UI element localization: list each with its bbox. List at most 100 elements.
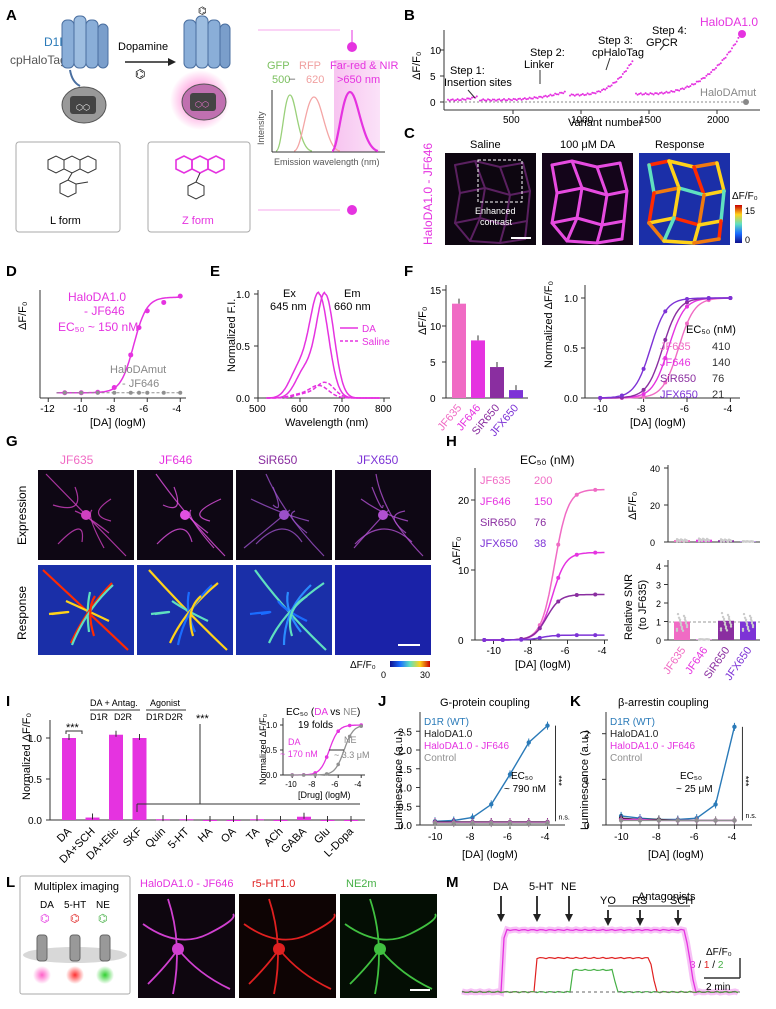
e-legend-da: DA [362,324,376,335]
h-bar2-point [719,629,723,632]
b-step-label: Step 3: [598,35,633,47]
h-bar2-point [742,612,746,616]
variant-point [663,91,666,94]
variant-point [541,96,544,99]
h-bar2-point [675,629,679,632]
panel-letter-f: F [404,263,413,280]
m-event-label: YO [600,895,616,907]
h-bar2-point [727,617,731,621]
variant-point [455,99,457,102]
f-norm-point [728,296,733,301]
variant-point [581,92,584,95]
g-response-neurite [189,595,202,637]
step-labels: Step 1:Insertion sites Step 2:Linker Step … [444,25,687,99]
cell-membrane [575,216,604,227]
c-title-saline: Saline [470,139,501,151]
variant-point [533,96,536,99]
i-sub-d2r-2: D2R [165,712,184,722]
variant-point [519,97,521,100]
inset-ne-curve-point [290,773,295,777]
variant-point [469,98,472,101]
variant-point [695,80,698,83]
lum-ytick-label: 2 [584,730,590,741]
panel-letter-m: M [446,874,459,891]
b-step-pointer [605,57,611,71]
h-bar2-point [675,627,679,631]
cell-membrane [550,216,579,225]
panel-letter-i: I [6,693,10,710]
panel-letter-c: C [404,125,415,142]
inset-ne-label-2: ~ 3.3 μM [334,750,369,760]
f-norm-point [641,394,646,399]
g-title: JFX650 [357,453,399,467]
variant-point [586,92,589,95]
g-neurite [255,528,303,545]
variant-point [479,99,481,102]
m-event-label: 5-HT [529,881,554,893]
d-xlabel: [DA] (logM) [90,417,146,429]
e-ytick-label: 0.0 [236,394,250,405]
g-neurite [371,486,384,509]
inset-ne-label-1: NE [344,735,357,745]
h-bar2-point [750,620,754,623]
f-legend-dye: SiR650 [660,373,696,385]
h-legend-ec50: 76 [534,517,546,529]
variant-point [615,80,618,83]
variant-point [628,64,631,67]
variant-point [490,99,493,102]
h-bar1-point [699,538,703,542]
inset-ne-curve-point [347,734,352,739]
variant-point [583,94,586,97]
f2-ytick-label: 0.0 [564,394,578,405]
h-legend-dye: SiR650 [480,517,516,529]
lum-ytick-label: 1 [584,775,590,786]
g-response-neurite [288,595,308,637]
m-event-arrow-head [497,914,505,922]
h-bar2-point [728,619,732,622]
d-xtick-label: -8 [106,404,115,415]
variant-point [665,90,668,93]
h-dose-response: -10 -8 -6 -4 0 10 20 [458,487,607,657]
variant-point [578,94,581,97]
f-bar-ylabel: ΔF/F₀ [417,307,429,335]
variant-point [692,83,695,86]
variant-point [517,97,520,100]
l-ligand-5ht: 5-HT [64,900,86,911]
g-response-image [335,565,431,655]
d-ylabel: ΔF/F₀ [17,302,29,330]
d-mut-point [145,390,150,395]
b-step-label: GPCR [646,37,678,49]
panel-i: I Normalized ΔF/F₀ 0.00.51.0DADA+SCHDA+E… [6,693,369,866]
l-title-halo: HaloDA1.0 - JF646 [140,878,234,890]
nir-label: Far-red & NIR [330,60,399,72]
enhanced-label-1: Enhanced [475,206,516,216]
variant-point [676,89,679,92]
cell-membrane [595,161,622,169]
variant-point [657,93,660,96]
variant-point [721,59,724,62]
g-colorbar [390,661,430,667]
variant-point [447,98,449,101]
inset-da-curve-point [324,755,329,759]
l-neurite [344,913,437,941]
g-response-neurite [86,591,92,633]
h-bar2-point [724,627,728,630]
i-ytick-label: 1.0 [28,734,42,745]
h-xtick-label: -8 [524,646,533,657]
cell-membrane [600,193,609,227]
h-point [574,593,579,598]
f2-xtick-label: -8 [637,404,646,415]
variant-point [572,93,575,96]
h-bar2-point [743,616,747,619]
e-xtick-label: 800 [375,404,392,415]
variant-point [700,77,703,80]
l-pink-glow [33,966,51,984]
g-title: JF646 [159,453,193,467]
cell-membrane [499,238,526,244]
variant-point [726,53,729,56]
variant-point [649,92,652,95]
panel-letter-h: H [446,433,457,450]
l-neurite [142,913,235,941]
h-bar2-ytick-label: 3 [656,581,661,591]
